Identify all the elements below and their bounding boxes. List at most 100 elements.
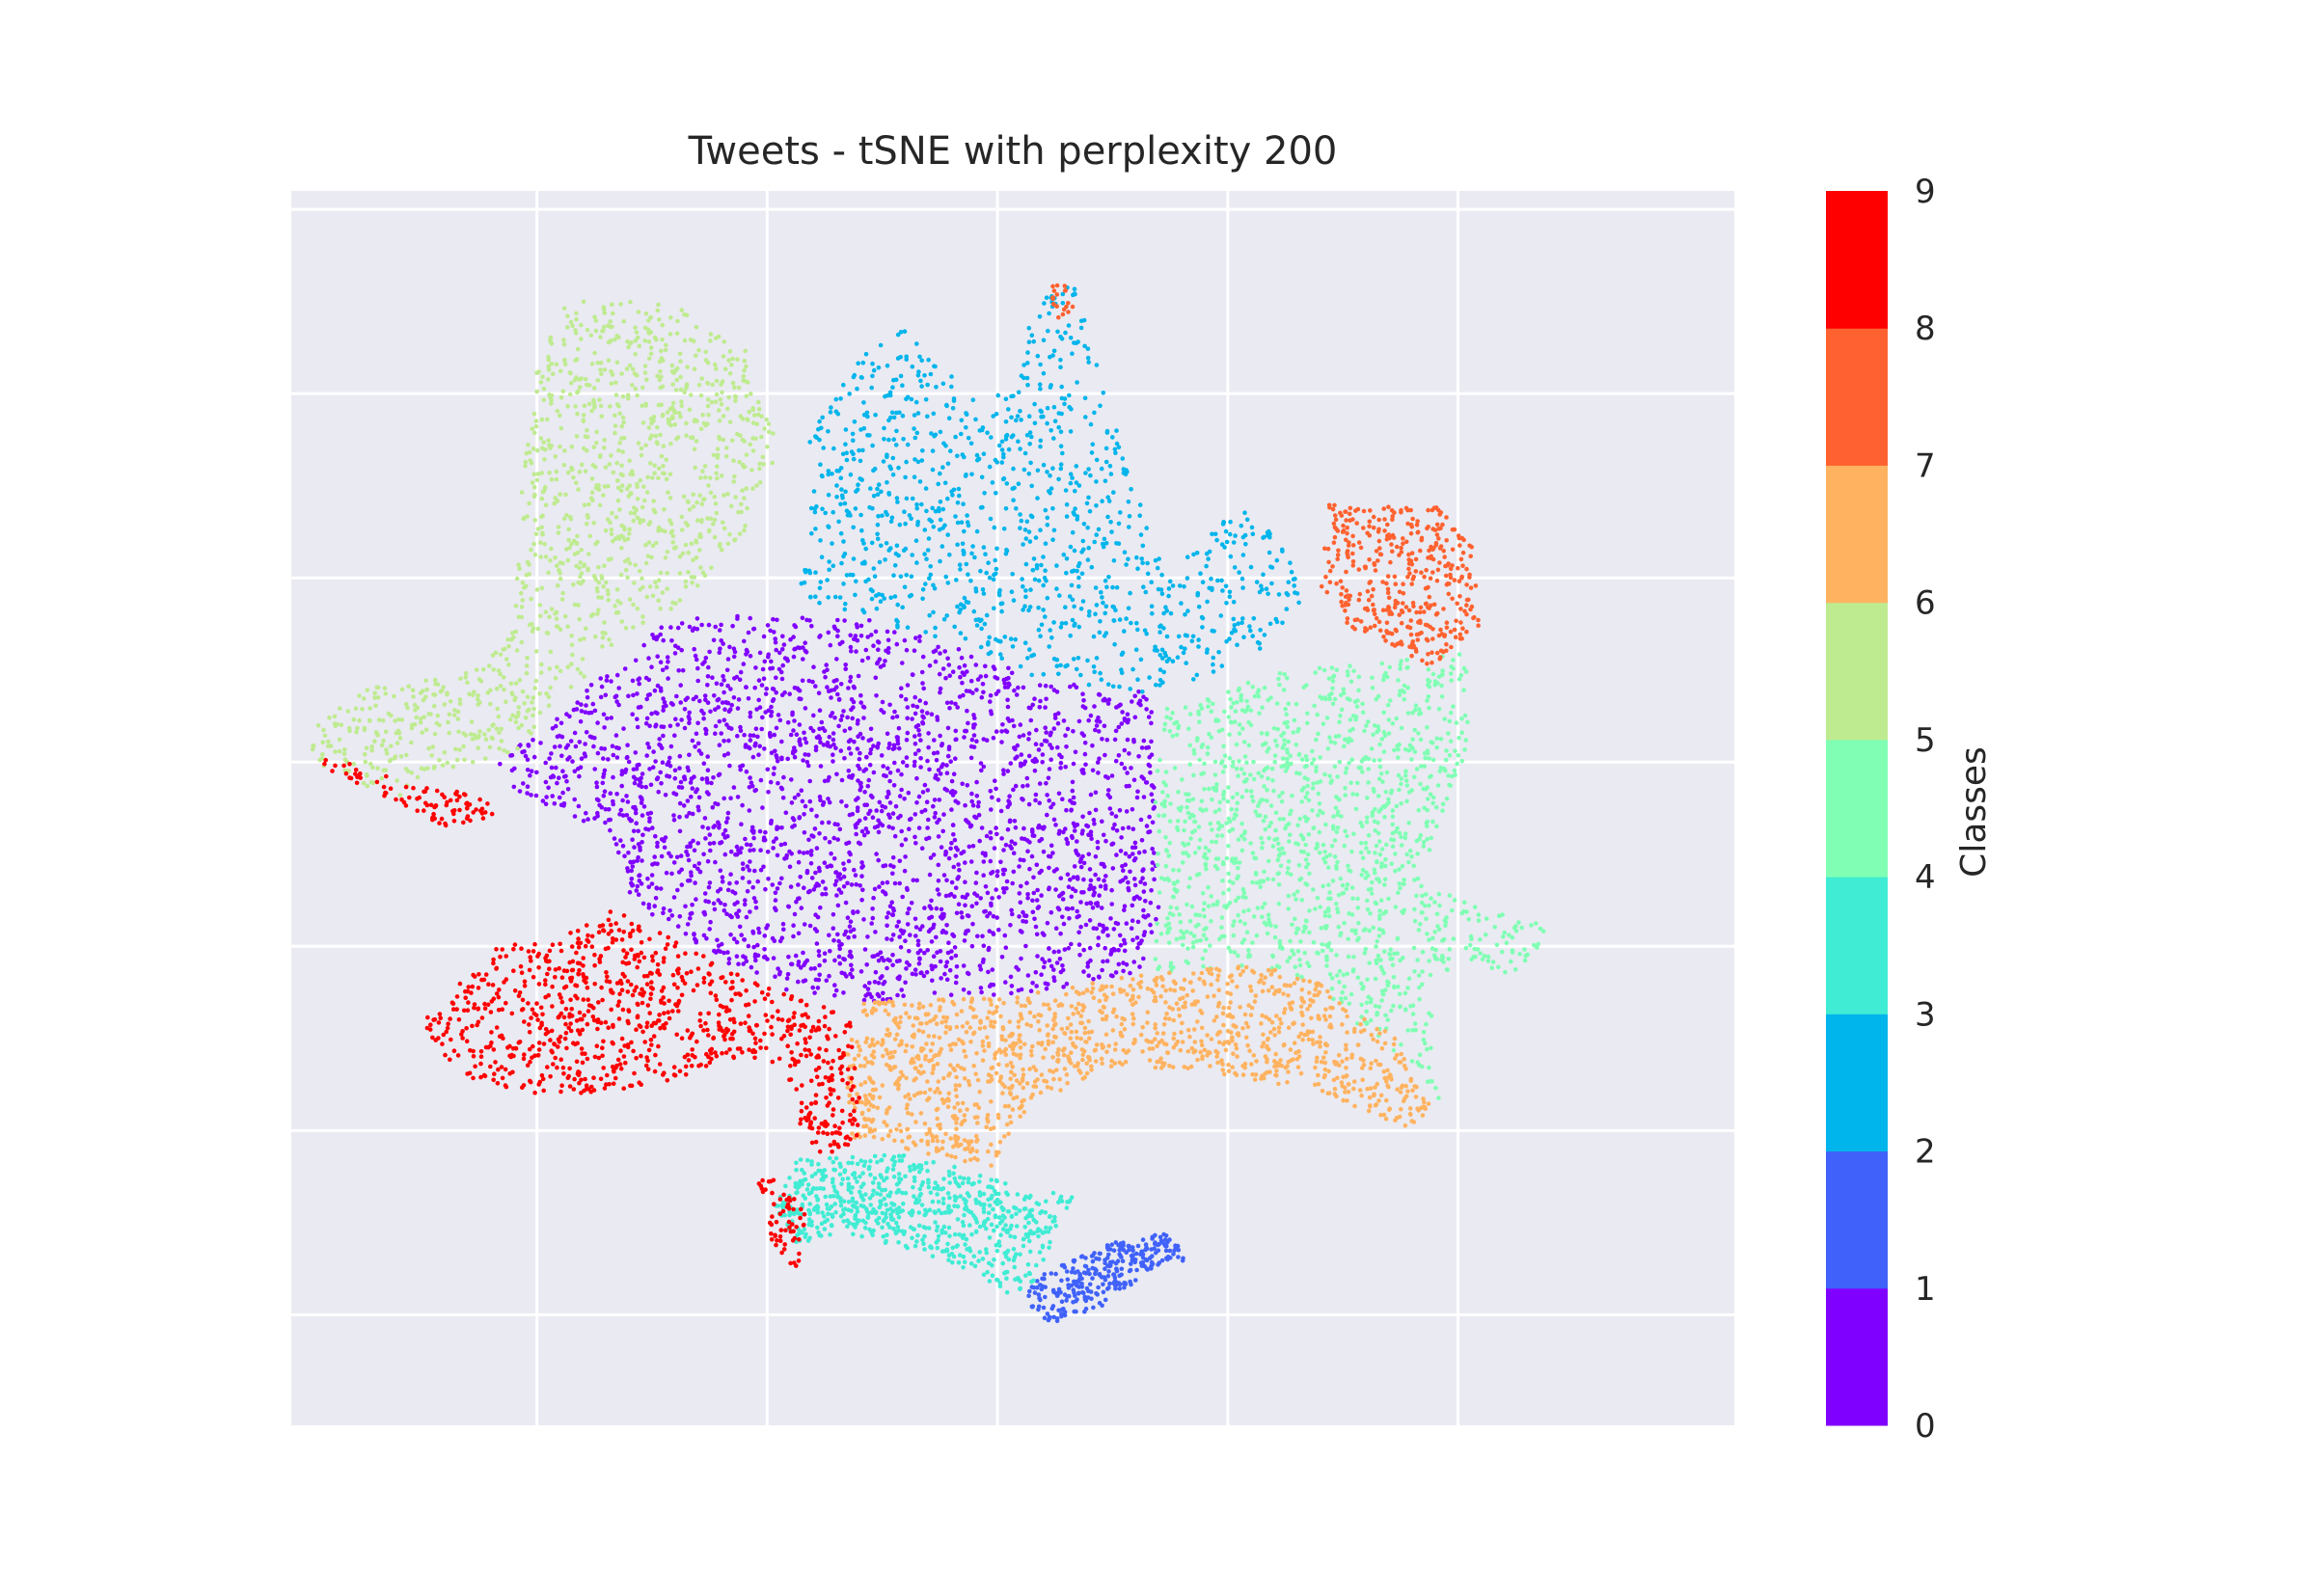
- data-point: [911, 704, 915, 709]
- data-point: [1139, 658, 1144, 663]
- data-point: [860, 864, 865, 869]
- data-point: [834, 495, 839, 500]
- data-point: [558, 744, 562, 749]
- data-point: [1042, 1306, 1047, 1311]
- data-point: [936, 645, 940, 650]
- data-point: [885, 936, 889, 941]
- data-point: [1154, 1251, 1158, 1256]
- data-point: [1027, 326, 1032, 331]
- data-point: [1078, 900, 1083, 905]
- data-point: [983, 622, 988, 627]
- data-point: [883, 394, 887, 399]
- data-point: [1072, 605, 1076, 609]
- data-point: [1033, 578, 1038, 582]
- data-point: [1145, 1258, 1150, 1263]
- data-point: [1149, 740, 1154, 744]
- data-point: [1096, 771, 1101, 775]
- data-point: [1237, 570, 1241, 575]
- data-point: [891, 811, 896, 816]
- data-point: [988, 984, 993, 988]
- data-point: [820, 416, 825, 420]
- data-point: [997, 444, 1002, 448]
- data-point: [1050, 466, 1055, 471]
- data-point: [1026, 1221, 1031, 1226]
- data-point: [1006, 407, 1011, 412]
- data-point: [1030, 854, 1035, 859]
- data-point: [1114, 705, 1119, 710]
- data-point: [1065, 502, 1070, 507]
- data-point: [959, 432, 964, 437]
- data-point: [747, 631, 751, 636]
- data-point: [1191, 677, 1196, 682]
- data-point: [879, 1158, 884, 1163]
- data-point: [1042, 965, 1047, 970]
- data-point: [923, 630, 928, 635]
- data-point: [903, 1175, 908, 1179]
- data-point: [755, 943, 760, 948]
- data-point: [888, 546, 893, 551]
- data-point: [919, 502, 924, 507]
- data-point: [899, 772, 904, 777]
- data-point: [659, 660, 664, 664]
- data-point: [1201, 580, 1206, 584]
- data-point: [851, 705, 856, 710]
- data-point: [1149, 580, 1154, 584]
- data-point: [958, 562, 963, 567]
- data-point: [1101, 924, 1105, 929]
- data-point: [959, 910, 964, 915]
- data-point: [685, 696, 690, 701]
- data-point: [951, 406, 956, 411]
- data-point: [949, 992, 954, 997]
- data-point: [1039, 439, 1044, 444]
- data-point: [892, 416, 897, 420]
- data-point: [649, 811, 654, 816]
- data-point: [1229, 555, 1234, 559]
- data-point: [564, 779, 569, 784]
- data-point: [775, 726, 779, 731]
- data-point: [1221, 521, 1226, 526]
- data-point: [969, 679, 974, 684]
- data-point: [1068, 1199, 1073, 1204]
- data-point: [805, 1158, 810, 1163]
- data-point: [644, 697, 649, 702]
- data-point: [953, 435, 958, 440]
- data-point: [909, 817, 913, 822]
- data-point: [913, 742, 918, 746]
- data-point: [802, 979, 806, 984]
- data-point: [1090, 1276, 1095, 1281]
- data-point: [851, 432, 856, 437]
- data-point: [691, 839, 695, 844]
- data-point: [917, 961, 922, 966]
- data-point: [848, 813, 853, 818]
- data-point: [813, 570, 818, 575]
- data-point: [1041, 608, 1046, 612]
- data-point: [1091, 1259, 1096, 1264]
- data-point: [1212, 669, 1216, 674]
- data-point: [940, 845, 944, 850]
- data-point: [742, 937, 747, 942]
- data-point: [660, 837, 665, 842]
- data-point: [774, 898, 778, 903]
- data-point: [1064, 808, 1069, 813]
- data-point: [813, 826, 818, 831]
- data-point: [934, 773, 939, 778]
- data-point: [728, 933, 733, 937]
- data-point: [947, 744, 952, 749]
- data-point: [820, 473, 825, 478]
- data-point: [580, 756, 585, 761]
- data-point: [994, 1278, 999, 1283]
- data-point: [923, 1208, 928, 1213]
- data-point: [712, 902, 717, 906]
- data-point: [969, 859, 974, 864]
- data-point: [1106, 1269, 1111, 1274]
- data-point: [792, 818, 797, 823]
- data-point: [780, 663, 785, 668]
- data-point: [986, 1184, 991, 1189]
- data-point: [766, 790, 771, 795]
- data-point: [713, 731, 718, 736]
- data-point: [1112, 1248, 1117, 1253]
- data-point: [708, 710, 713, 715]
- data-point: [873, 574, 878, 579]
- data-point: [1043, 1272, 1048, 1277]
- data-point: [1086, 360, 1091, 365]
